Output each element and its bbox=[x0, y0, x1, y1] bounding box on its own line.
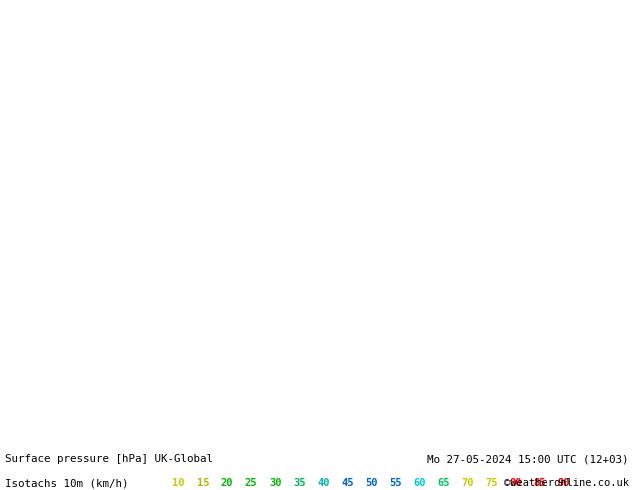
Text: ©weatheronline.co.uk: ©weatheronline.co.uk bbox=[504, 478, 629, 488]
Text: 70: 70 bbox=[462, 478, 474, 488]
Bar bbox=[0, 450, 634, 490]
Text: 75: 75 bbox=[486, 478, 498, 488]
Text: 30: 30 bbox=[269, 478, 281, 488]
Text: 85: 85 bbox=[534, 478, 547, 488]
Text: 90: 90 bbox=[558, 478, 571, 488]
Text: 35: 35 bbox=[293, 478, 306, 488]
Text: 55: 55 bbox=[389, 478, 402, 488]
Text: 40: 40 bbox=[317, 478, 330, 488]
Text: 10: 10 bbox=[172, 478, 185, 488]
Text: Mo 27-05-2024 15:00 UTC (12+03): Mo 27-05-2024 15:00 UTC (12+03) bbox=[427, 454, 629, 464]
Text: 25: 25 bbox=[245, 478, 257, 488]
Text: 45: 45 bbox=[341, 478, 354, 488]
Text: Surface pressure [hPa] UK-Global: Surface pressure [hPa] UK-Global bbox=[5, 454, 213, 464]
Text: 50: 50 bbox=[365, 478, 378, 488]
Text: 65: 65 bbox=[437, 478, 450, 488]
Text: 20: 20 bbox=[221, 478, 233, 488]
Text: 80: 80 bbox=[510, 478, 522, 488]
Text: 60: 60 bbox=[413, 478, 426, 488]
Text: Isotachs 10m (km/h): Isotachs 10m (km/h) bbox=[5, 478, 129, 488]
Text: 15: 15 bbox=[197, 478, 209, 488]
